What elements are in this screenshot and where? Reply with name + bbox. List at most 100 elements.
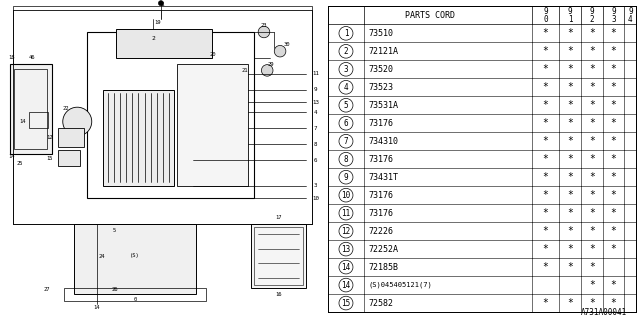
Text: 18: 18 — [8, 55, 15, 60]
Bar — [87, 32, 254, 198]
Text: *: * — [589, 208, 595, 218]
Text: *: * — [589, 118, 595, 128]
Text: *: * — [611, 154, 616, 164]
Text: *: * — [589, 280, 595, 290]
Text: *: * — [567, 208, 573, 218]
Text: 0: 0 — [134, 297, 137, 302]
Text: *: * — [543, 190, 548, 200]
Text: *: * — [543, 262, 548, 272]
Text: *: * — [567, 118, 573, 128]
Text: 10: 10 — [312, 196, 319, 201]
Text: 13: 13 — [312, 100, 319, 105]
Text: *: * — [567, 154, 573, 164]
Text: 14: 14 — [19, 119, 26, 124]
Text: 16: 16 — [275, 292, 282, 297]
Bar — [74, 224, 196, 294]
Text: *: * — [589, 190, 595, 200]
Text: 19: 19 — [154, 20, 161, 25]
Text: *: * — [567, 298, 573, 308]
Text: 73510: 73510 — [368, 29, 394, 38]
Text: PARTS CORD: PARTS CORD — [405, 11, 455, 20]
Text: *: * — [543, 46, 548, 56]
Text: *: * — [611, 208, 616, 218]
Text: *: * — [543, 208, 548, 218]
Text: 73431T: 73431T — [368, 173, 398, 182]
Text: *: * — [543, 172, 548, 182]
Text: 3: 3 — [344, 65, 348, 74]
Text: 72226: 72226 — [368, 227, 394, 236]
Text: 5: 5 — [113, 228, 116, 233]
Text: 8: 8 — [314, 141, 317, 147]
Text: 30: 30 — [284, 42, 290, 47]
Text: 7: 7 — [314, 125, 317, 131]
Bar — [29, 112, 48, 128]
Text: *: * — [543, 226, 548, 236]
Text: *: * — [567, 226, 573, 236]
Text: *: * — [567, 82, 573, 92]
Text: 2: 2 — [151, 36, 155, 41]
Text: 6: 6 — [314, 157, 317, 163]
Text: *: * — [567, 28, 573, 38]
Text: 14: 14 — [341, 281, 351, 290]
Text: *: * — [567, 244, 573, 254]
Bar — [15, 69, 47, 149]
Text: 72582: 72582 — [368, 299, 394, 308]
Text: 10: 10 — [341, 191, 351, 200]
Text: *: * — [611, 280, 616, 290]
Text: 22: 22 — [63, 106, 69, 111]
Bar — [65, 288, 206, 301]
Text: 9
1: 9 1 — [568, 7, 573, 24]
Text: 9: 9 — [344, 173, 348, 182]
Text: *: * — [611, 226, 616, 236]
Text: 24: 24 — [98, 253, 105, 259]
Text: 4: 4 — [344, 83, 348, 92]
Text: *: * — [589, 64, 595, 74]
Circle shape — [63, 107, 92, 136]
Text: *: * — [589, 154, 595, 164]
Text: 12: 12 — [47, 135, 53, 140]
Text: 72185B: 72185B — [368, 263, 398, 272]
Circle shape — [275, 45, 286, 57]
Text: *: * — [589, 172, 595, 182]
Text: *: * — [611, 172, 616, 182]
Text: *: * — [611, 136, 616, 146]
Text: A731A00041: A731A00041 — [581, 308, 627, 317]
Bar — [58, 150, 81, 166]
Text: *: * — [611, 298, 616, 308]
Text: 23: 23 — [260, 23, 268, 28]
Text: 12: 12 — [341, 227, 351, 236]
Bar — [10, 64, 51, 154]
Text: *: * — [589, 100, 595, 110]
Text: 9
2: 9 2 — [589, 7, 594, 24]
Bar — [254, 227, 303, 285]
Text: *: * — [543, 28, 548, 38]
Text: 11: 11 — [341, 209, 351, 218]
Text: *: * — [611, 46, 616, 56]
Text: 73531A: 73531A — [368, 101, 398, 110]
Text: 21: 21 — [241, 68, 248, 73]
Text: 14: 14 — [93, 305, 100, 310]
Text: *: * — [567, 100, 573, 110]
Text: *: * — [611, 118, 616, 128]
Text: 72121A: 72121A — [368, 47, 398, 56]
Text: *: * — [543, 100, 548, 110]
Text: *: * — [611, 244, 616, 254]
Text: (S): (S) — [131, 253, 140, 259]
Text: *: * — [567, 262, 573, 272]
Text: *: * — [543, 298, 548, 308]
Text: 72252A: 72252A — [368, 244, 398, 254]
Text: 4: 4 — [314, 109, 317, 115]
Text: 734310: 734310 — [368, 137, 398, 146]
Text: 73523: 73523 — [368, 83, 394, 92]
Text: *: * — [543, 64, 548, 74]
Text: 13: 13 — [341, 244, 351, 254]
Text: *: * — [611, 82, 616, 92]
Bar — [103, 90, 174, 186]
Text: *: * — [589, 298, 595, 308]
Circle shape — [258, 26, 270, 38]
Text: *: * — [611, 64, 616, 74]
Text: 7: 7 — [344, 137, 348, 146]
Text: 26: 26 — [111, 287, 118, 292]
Text: (S)045405121(7): (S)045405121(7) — [368, 282, 432, 288]
Text: *: * — [589, 226, 595, 236]
